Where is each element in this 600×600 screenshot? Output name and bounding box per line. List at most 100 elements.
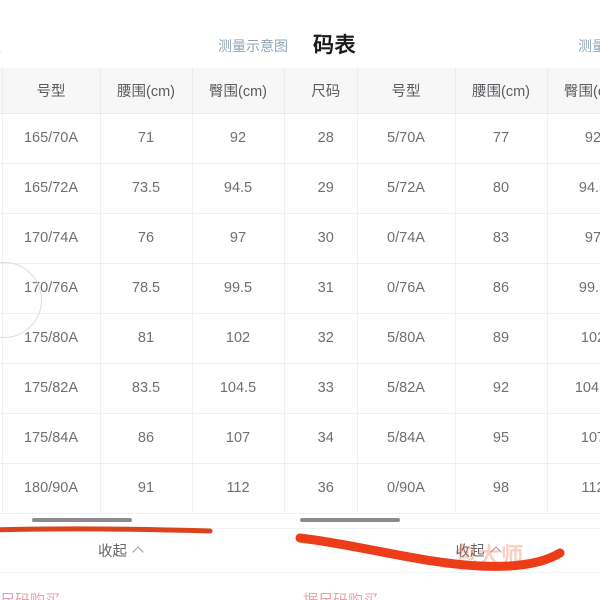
buy-by-size-label: 据尺码购买 — [303, 591, 379, 600]
cell-waist: 78.5 — [100, 263, 193, 314]
cell-spec: 165/70A — [2, 113, 101, 164]
cell-size: 28 — [295, 113, 358, 164]
column-header-size: 码 — [0, 68, 3, 114]
buy-by-size-row-left[interactable]: 尺码购买 — [0, 571, 300, 600]
cell-spec: 5/80A — [357, 313, 456, 364]
cell-size: 30 — [295, 213, 358, 264]
cell-spec: 0/74A — [357, 213, 456, 264]
table-row: 28 5/70A 77 92 — [295, 113, 600, 164]
cell-hip: 104.5 — [192, 363, 285, 414]
cell-spec: 175/80A — [2, 313, 101, 364]
cell-spec: 5/70A — [357, 113, 456, 164]
column-header-hip: 臀围(cm) — [192, 68, 285, 114]
column-header-spec: 号型 — [357, 68, 456, 114]
size-chart-panel-right: 码表 测量示意图 尺码 号型 腰围(cm) 臀围(cm) 裤 28 5/70A — [295, 0, 600, 600]
cell-size: 9 — [0, 163, 3, 214]
cell-hip: 99.5 — [547, 263, 600, 314]
table-header-row-left: 码 号型 腰围(cm) 臀围(cm) — [0, 68, 300, 114]
cell-hip: 94.5 — [192, 163, 285, 214]
cell-waist: 81 — [100, 313, 193, 364]
table-row: 6 180/90A 91 112 — [0, 463, 300, 514]
table-row: 30 0/74A 83 97 — [295, 213, 600, 264]
cell-hip: 102 — [192, 313, 285, 364]
horizontal-scrollbar-left[interactable] — [0, 513, 300, 528]
column-header-hip: 臀围(cm) — [547, 68, 600, 114]
cell-hip: 107 — [547, 413, 600, 464]
cell-waist: 73.5 — [100, 163, 193, 214]
table-row: 170/76A 78.5 99.5 — [0, 263, 300, 314]
table-row: 9 165/72A 73.5 94.5 — [0, 163, 300, 214]
cell-waist: 80 — [455, 163, 548, 214]
cell-waist: 89 — [455, 313, 548, 364]
scrollbar-thumb[interactable] — [300, 517, 400, 522]
page-title-right: 码表 — [313, 34, 356, 57]
table-row: 4 175/84A 86 107 — [0, 413, 300, 464]
horizontal-scrollbar-right[interactable] — [295, 513, 600, 528]
page-title-left: 码表 — [0, 34, 1, 58]
cell-hip: 102 — [547, 313, 600, 364]
table-row: 3 175/82A 83.5 104.5 — [0, 363, 300, 414]
cell-size: 34 — [295, 413, 358, 464]
cell-hip: 92 — [547, 113, 600, 164]
cell-spec: 170/74A — [2, 213, 101, 264]
table-row: 0 170/74A 76 97 — [0, 213, 300, 264]
column-header-spec: 号型 — [2, 68, 101, 114]
chevron-up-icon — [132, 546, 144, 558]
cell-hip: 92 — [192, 113, 285, 164]
cell-spec: 175/84A — [2, 413, 101, 464]
size-table-left: 码 号型 腰围(cm) 臀围(cm) 8 165/70A 71 92 9 1 — [0, 68, 300, 514]
cell-size: 6 — [0, 463, 3, 514]
table-row: 2 175/80A 81 102 — [0, 313, 300, 364]
cell-waist: 92 — [455, 363, 548, 414]
cell-spec: 5/84A — [357, 413, 456, 464]
cell-waist: 91 — [100, 463, 193, 514]
cell-spec: 5/82A — [357, 363, 456, 414]
cell-size: 31 — [295, 263, 358, 314]
cell-size: 32 — [295, 313, 358, 364]
cell-hip: 107 — [192, 413, 285, 464]
collapse-label: 收起 — [98, 543, 127, 560]
scrollbar-thumb[interactable] — [32, 517, 132, 522]
cell-waist: 95 — [455, 413, 548, 464]
table-row: 31 0/76A 86 99.5 — [295, 263, 600, 314]
cell-spec: 165/72A — [2, 163, 101, 214]
cell-size — [0, 263, 3, 314]
collapse-button-right[interactable]: 收起 — [295, 527, 600, 572]
cell-size: 8 — [0, 113, 3, 164]
table-body-left: 8 165/70A 71 92 9 165/72A 73.5 94.5 0 17… — [0, 113, 300, 514]
cell-waist: 83.5 — [100, 363, 193, 414]
table-header-row-right: 尺码 号型 腰围(cm) 臀围(cm) 裤 — [295, 68, 600, 114]
cell-waist: 86 — [455, 263, 548, 314]
measurement-diagram-link-left[interactable]: 测量示意图 — [218, 38, 288, 54]
cell-hip: 112 — [547, 463, 600, 514]
cell-hip: 97 — [547, 213, 600, 264]
buy-by-size-row-right[interactable]: 据尺码购买 — [295, 571, 600, 600]
cell-waist: 76 — [100, 213, 193, 264]
cell-waist: 86 — [100, 413, 193, 464]
cell-hip: 112 — [192, 463, 285, 514]
cell-size: 3 — [0, 363, 3, 414]
cell-spec: 5/72A — [357, 163, 456, 214]
size-chart-panel-left: 码表 测量示意图 码 号型 腰围(cm) 臀围(cm) 8 165/70A — [0, 34, 300, 600]
table-row: 36 0/90A 98 112 — [295, 463, 600, 514]
table-row: 32 5/80A 89 102 — [295, 313, 600, 364]
panel-header-right: 码表 测量示意图 — [295, 0, 600, 68]
table-body-right: 28 5/70A 77 92 29 5/72A 80 94.5 30 0/74A… — [295, 113, 600, 514]
cell-spec: 180/90A — [2, 463, 101, 514]
cell-hip: 99.5 — [192, 263, 285, 314]
measurement-diagram-link-right[interactable]: 测量示意图 — [578, 38, 600, 54]
column-header-waist: 腰围(cm) — [100, 68, 193, 114]
size-table-right: 尺码 号型 腰围(cm) 臀围(cm) 裤 28 5/70A 77 92 29 — [295, 68, 600, 514]
cell-spec: 170/76A — [2, 263, 101, 314]
cell-hip: 104.5 — [547, 363, 600, 414]
table-row: 33 5/82A 92 104.5 — [295, 363, 600, 414]
cell-waist: 71 — [100, 113, 193, 164]
column-header-waist: 腰围(cm) — [455, 68, 548, 114]
cell-waist: 98 — [455, 463, 548, 514]
cell-size: 2 — [0, 313, 3, 364]
collapse-button-left[interactable]: 收起 — [0, 527, 300, 572]
cell-hip: 97 — [192, 213, 285, 264]
cell-spec: 0/76A — [357, 263, 456, 314]
table-row: 34 5/84A 95 107 — [295, 413, 600, 464]
cell-waist: 77 — [455, 113, 548, 164]
